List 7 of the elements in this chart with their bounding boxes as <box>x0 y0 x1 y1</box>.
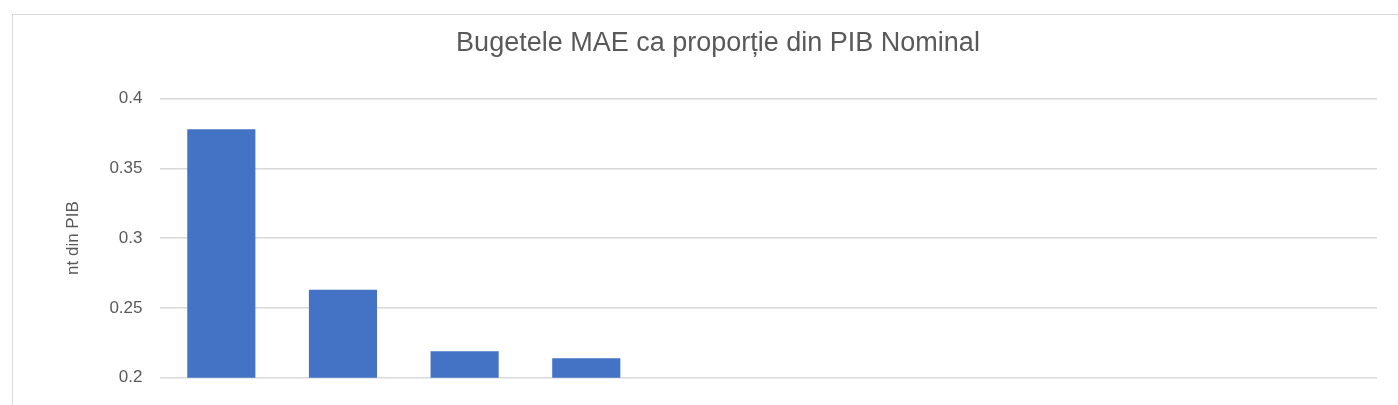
y-tick-label: 0.35 <box>109 157 143 177</box>
y-tick-label: 0.3 <box>118 227 143 247</box>
chart-title: Bugetele MAE ca proporție din PIB Nominal <box>456 26 980 57</box>
y-axis-title: nt din PIB <box>62 201 82 275</box>
y-tick-label: 0.2 <box>118 367 143 387</box>
y-tick-label: 0.4 <box>118 88 143 108</box>
y-tick-label: 0.25 <box>109 297 143 317</box>
